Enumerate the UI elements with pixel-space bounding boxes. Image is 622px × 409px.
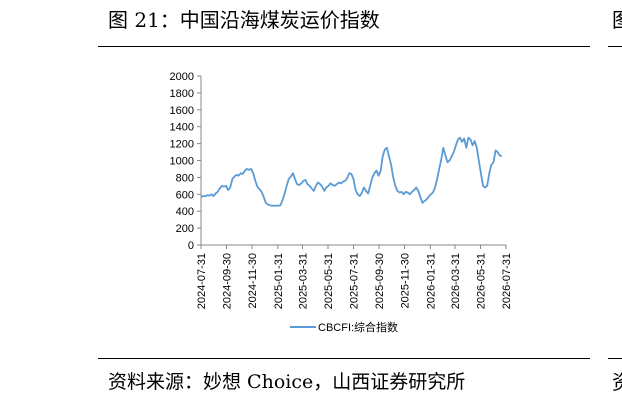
legend: CBCFI:综合指数 bbox=[290, 320, 398, 334]
x-tick-label: 2024-09-30 bbox=[221, 253, 233, 309]
top-rule bbox=[98, 46, 590, 47]
x-tick-label: 2026-03-31 bbox=[450, 253, 462, 309]
x-tick-label: 2025-07-31 bbox=[349, 253, 361, 309]
source-note: 资料来源：妙想 Choice，山西证券研究所 bbox=[108, 371, 466, 393]
bottom-rule bbox=[98, 358, 590, 359]
x-tick-label: 2025-11-30 bbox=[399, 253, 411, 308]
x-tick-label: 2024-07-31 bbox=[196, 253, 208, 309]
x-tick-label: 2024-11-30 bbox=[247, 253, 259, 308]
series-line bbox=[200, 136, 503, 207]
y-tick-label: 1400 bbox=[170, 122, 194, 134]
series-layer bbox=[200, 136, 503, 207]
y-tick-label: 1000 bbox=[170, 156, 194, 168]
x-tick-label: 2025-05-31 bbox=[323, 253, 335, 309]
y-tick-label: 600 bbox=[176, 189, 194, 201]
adjacent-figure-title-fragment: 图 bbox=[612, 6, 622, 34]
x-tick-label: 2026-05-31 bbox=[476, 253, 488, 309]
y-tick-label: 400 bbox=[176, 206, 194, 218]
y-axis-ticks: 0 200 400 600 800 1000 1200 1400 1600 1800 2000 bbox=[170, 71, 201, 252]
y-tick-label: 1600 bbox=[170, 105, 194, 117]
x-axis-ticks: 2024-07-31 2024-09-30 2024-11-30 2025-01-31… bbox=[196, 245, 513, 309]
y-tick-label: 1800 bbox=[170, 88, 194, 100]
y-tick-label: 1200 bbox=[170, 139, 194, 151]
chart-axes bbox=[200, 76, 506, 246]
x-tick-label: 2025-09-30 bbox=[374, 253, 386, 309]
y-tick-label: 0 bbox=[188, 240, 194, 252]
x-tick-label: 2025-01-31 bbox=[273, 253, 285, 309]
adjacent-bottom-rule bbox=[608, 358, 622, 359]
x-tick-label: 2025-03-31 bbox=[298, 253, 310, 309]
x-tick-label: 2026-01-31 bbox=[425, 253, 437, 309]
y-tick-label: 800 bbox=[176, 172, 194, 184]
adjacent-top-rule bbox=[608, 46, 622, 47]
figure-title: 图 21：中国沿海煤炭运价指数 bbox=[108, 8, 380, 32]
x-tick-label: 2026-07-31 bbox=[501, 253, 513, 309]
y-tick-label: 2000 bbox=[170, 71, 194, 83]
y-tick-label: 200 bbox=[176, 223, 194, 235]
legend-label: CBCFI:综合指数 bbox=[318, 320, 398, 334]
adjacent-source-fragment: 资 bbox=[612, 368, 622, 396]
